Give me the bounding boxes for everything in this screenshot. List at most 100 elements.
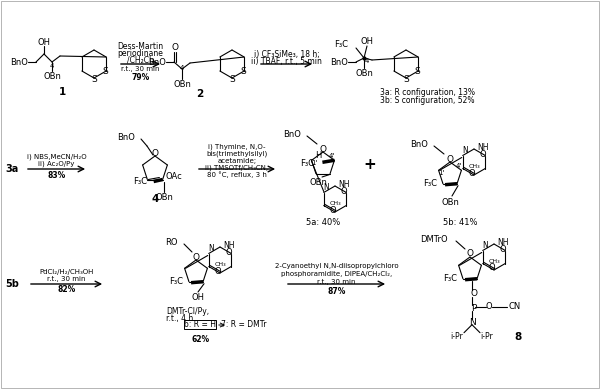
- Text: Dess-Martin: Dess-Martin: [118, 42, 164, 51]
- Text: BnO: BnO: [410, 140, 428, 149]
- Text: NH: NH: [477, 142, 488, 151]
- Text: O: O: [470, 289, 478, 298]
- Text: O: O: [341, 187, 347, 196]
- Text: ii) Ac₂O/Py: ii) Ac₂O/Py: [38, 161, 74, 167]
- Text: OBn: OBn: [156, 193, 173, 202]
- Text: O: O: [151, 149, 158, 158]
- Text: F₃C: F₃C: [334, 40, 348, 49]
- Text: 80 °C, reflux, 3 h: 80 °C, reflux, 3 h: [207, 172, 267, 179]
- Text: OBn: OBn: [309, 177, 327, 186]
- Text: RO: RO: [166, 238, 178, 247]
- Text: OBn: OBn: [173, 79, 191, 89]
- Text: 87%: 87%: [328, 287, 346, 296]
- Text: NH: NH: [497, 238, 509, 247]
- Text: OH: OH: [191, 293, 205, 301]
- Text: 4: 4: [50, 63, 54, 69]
- Text: r.t., 30 min: r.t., 30 min: [47, 276, 86, 282]
- Text: r.t., 4 h: r.t., 4 h: [166, 314, 193, 324]
- Text: O: O: [480, 150, 487, 159]
- Text: r.t., 30 min: r.t., 30 min: [317, 279, 356, 285]
- Text: 4: 4: [365, 58, 369, 64]
- Text: OH: OH: [37, 37, 50, 47]
- Text: BnO: BnO: [10, 58, 28, 67]
- Text: NH: NH: [338, 179, 349, 189]
- Text: acetamide;: acetamide;: [217, 158, 257, 164]
- Text: DMTr-Cl/Py,: DMTr-Cl/Py,: [166, 307, 209, 317]
- Text: periodinane: periodinane: [118, 49, 163, 58]
- Text: F₃C: F₃C: [443, 274, 457, 283]
- Text: CH₃: CH₃: [469, 164, 481, 169]
- Text: ii) TBAF, r.t., 5 min: ii) TBAF, r.t., 5 min: [251, 56, 322, 65]
- Text: ii) TMSOTf/CH₃CN,: ii) TMSOTf/CH₃CN,: [205, 165, 269, 171]
- Text: O: O: [488, 263, 496, 273]
- Text: i-Pr: i-Pr: [451, 332, 463, 341]
- Text: F₃C: F₃C: [301, 159, 314, 168]
- Text: 5b: 41%: 5b: 41%: [443, 217, 477, 226]
- Text: S: S: [403, 75, 409, 84]
- Text: S: S: [91, 75, 97, 84]
- Text: O: O: [485, 302, 493, 311]
- Text: N: N: [462, 146, 467, 155]
- Text: PdCl₂/H₂/CH₃OH: PdCl₂/H₂/CH₃OH: [40, 269, 94, 275]
- Text: BnO: BnO: [330, 58, 348, 67]
- Text: 3b: S configuration, 52%: 3b: S configuration, 52%: [380, 96, 475, 105]
- Text: r.t., 30 min: r.t., 30 min: [121, 66, 160, 72]
- Text: F₃C: F₃C: [169, 277, 183, 286]
- Text: F₃C: F₃C: [133, 177, 146, 186]
- Text: NH: NH: [223, 240, 235, 249]
- Text: 2-Cyanoethyl N,N-diisopropylchloro: 2-Cyanoethyl N,N-diisopropylchloro: [275, 263, 398, 269]
- Text: BnO: BnO: [117, 133, 135, 142]
- Text: OAc: OAc: [166, 172, 182, 181]
- Text: 5a: 40%: 5a: 40%: [306, 217, 340, 226]
- Text: F₃C: F₃C: [423, 179, 437, 188]
- Text: S: S: [240, 67, 246, 75]
- Text: i) NBS,MeCN/H₂O: i) NBS,MeCN/H₂O: [26, 154, 86, 160]
- Text: CN: CN: [509, 302, 521, 311]
- Text: i-Pr: i-Pr: [481, 332, 493, 341]
- Text: S: S: [102, 67, 108, 75]
- Text: 1': 1': [311, 160, 318, 166]
- Text: 4: 4: [151, 194, 158, 204]
- Text: 79%: 79%: [131, 72, 149, 82]
- Text: 2: 2: [196, 89, 203, 99]
- Text: +: +: [364, 156, 376, 172]
- Text: i) CF₃SiMe₃, 18 h;: i) CF₃SiMe₃, 18 h;: [254, 49, 319, 58]
- Text: H: H: [316, 151, 322, 160]
- Text: N: N: [482, 241, 488, 250]
- Text: /CH₂Cl₂: /CH₂Cl₂: [127, 56, 154, 65]
- Text: OBn: OBn: [441, 198, 459, 207]
- Text: BnO: BnO: [283, 130, 301, 138]
- Text: 3a: R configuration, 13%: 3a: R configuration, 13%: [380, 88, 475, 96]
- Text: O: O: [226, 248, 233, 257]
- Text: P: P: [472, 304, 476, 313]
- Text: 8: 8: [514, 332, 521, 342]
- Text: S: S: [414, 67, 420, 75]
- Text: DMTrO: DMTrO: [421, 235, 448, 244]
- Text: O: O: [446, 154, 454, 163]
- Text: 62%: 62%: [192, 335, 210, 345]
- Text: 7: R = DMTr: 7: R = DMTr: [221, 320, 267, 329]
- Text: 1: 1: [58, 87, 65, 97]
- Text: N: N: [469, 318, 475, 327]
- Text: CH₃: CH₃: [215, 262, 226, 267]
- Text: BnO: BnO: [148, 58, 166, 67]
- Text: O: O: [500, 245, 506, 254]
- Text: 4': 4': [455, 163, 461, 169]
- Text: 82%: 82%: [58, 286, 76, 294]
- Text: O: O: [329, 205, 337, 214]
- Text: OBn: OBn: [43, 72, 61, 81]
- Text: 4: 4: [180, 65, 184, 71]
- Text: CH₃: CH₃: [330, 201, 341, 206]
- Text: 1': 1': [439, 170, 445, 176]
- Text: 5b: 5b: [5, 279, 19, 289]
- Text: O: O: [193, 252, 199, 261]
- Text: S: S: [229, 75, 235, 84]
- Text: O: O: [469, 168, 475, 177]
- Text: 6: R = H: 6: R = H: [184, 320, 216, 329]
- Text: O: O: [467, 249, 473, 259]
- Text: bis(trimethylsilyl): bis(trimethylsilyl): [206, 151, 268, 157]
- Text: 83%: 83%: [47, 170, 65, 179]
- Text: N: N: [208, 244, 214, 253]
- Text: O: O: [320, 144, 326, 154]
- Text: 3a: 3a: [5, 164, 19, 174]
